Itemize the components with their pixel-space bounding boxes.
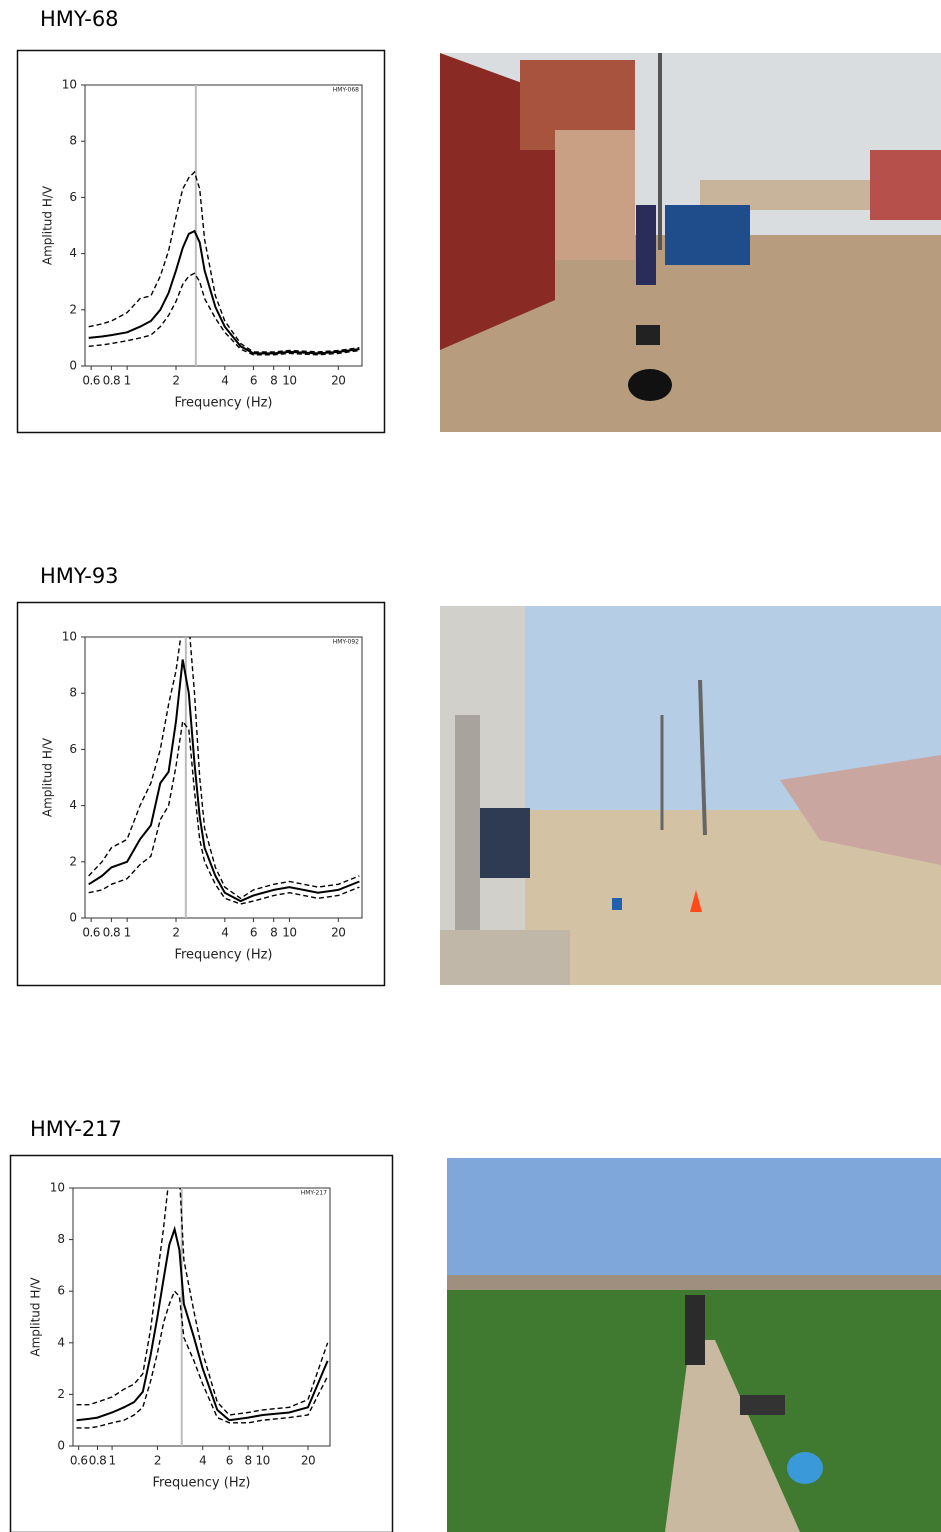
photo: [447, 1158, 941, 1532]
x-tick-label: 0.8: [103, 374, 121, 388]
y-tick-label: 0: [57, 1439, 65, 1453]
section-heading: HMY-217: [30, 1117, 122, 1141]
y-axis-label: Amplitud H/V: [29, 1277, 43, 1357]
x-tick-label: 20: [331, 374, 345, 388]
y-tick-label: 8: [57, 1232, 65, 1246]
x-tick-label: 2: [172, 926, 179, 940]
y-tick-label: 6: [57, 1284, 65, 1298]
hv-curve: [88, 659, 360, 903]
x-tick-label: 8: [270, 374, 277, 388]
x-tick-label: 10: [282, 926, 296, 940]
y-tick-label: 4: [69, 798, 77, 812]
y-tick-label: 4: [69, 246, 77, 260]
y-axis-label: Amplitud H/V: [41, 737, 55, 817]
chart-title: HMY-217: [301, 1190, 327, 1197]
hv-curve: [76, 1225, 329, 1422]
chart-title: HMY-068: [333, 87, 359, 94]
x-tick-label: 20: [331, 926, 345, 940]
x-tick-label: 1: [124, 374, 131, 388]
y-tick-label: 6: [69, 190, 77, 204]
x-axis-label: Frequency (Hz): [174, 396, 272, 411]
x-tick-label: 0.6: [82, 374, 100, 388]
x-tick-label: 20: [301, 1454, 315, 1468]
y-tick-label: 10: [62, 78, 77, 92]
y-tick-label: 8: [69, 134, 77, 148]
x-tick-label: 6: [250, 926, 257, 940]
y-tick-label: 4: [57, 1335, 65, 1349]
y-tick-label: 10: [62, 630, 77, 644]
plot-area: [84, 636, 363, 919]
x-tick-label: 2: [172, 374, 179, 388]
y-tick-label: 2: [57, 1387, 65, 1401]
x-axis-label: Frequency (Hz): [174, 948, 272, 963]
y-axis-label: Amplitud H/V: [41, 185, 55, 265]
x-tick-label: 2: [154, 1454, 161, 1468]
hv-curve: [88, 229, 360, 355]
x-tick-label: 10: [256, 1454, 270, 1468]
photo: [440, 606, 941, 985]
chart-title: HMY-092: [333, 639, 359, 646]
y-tick-label: 6: [69, 742, 77, 756]
x-tick-label: 6: [226, 1454, 233, 1468]
x-tick-label: 4: [221, 926, 228, 940]
y-tick-label: 0: [69, 359, 77, 373]
section-heading: HMY-93: [40, 564, 119, 588]
x-axis-label: Frequency (Hz): [152, 1476, 250, 1491]
section-heading: HMY-68: [40, 7, 119, 31]
x-tick-label: 0.6: [82, 926, 100, 940]
x-tick-label: 8: [270, 926, 277, 940]
y-tick-label: 8: [69, 686, 77, 700]
x-tick-label: 8: [245, 1454, 252, 1468]
x-tick-label: 0.8: [89, 1454, 107, 1468]
hv-curve: [88, 170, 360, 353]
x-tick-label: 4: [221, 374, 228, 388]
x-tick-label: 0.6: [70, 1454, 88, 1468]
y-tick-label: 10: [50, 1181, 65, 1195]
plot-area: [72, 1187, 331, 1447]
hv-curve: [76, 1289, 329, 1429]
photo: [440, 53, 941, 432]
hv-curve: [88, 637, 360, 900]
hv-curve: [88, 272, 360, 356]
x-tick-label: 1: [124, 926, 131, 940]
x-tick-label: 4: [199, 1454, 206, 1468]
y-tick-label: 0: [69, 911, 77, 925]
x-tick-label: 10: [282, 374, 296, 388]
y-tick-label: 2: [69, 854, 77, 868]
x-tick-label: 1: [109, 1454, 116, 1468]
x-tick-label: 0.8: [103, 926, 121, 940]
x-tick-label: 6: [250, 374, 257, 388]
y-tick-label: 2: [69, 302, 77, 316]
